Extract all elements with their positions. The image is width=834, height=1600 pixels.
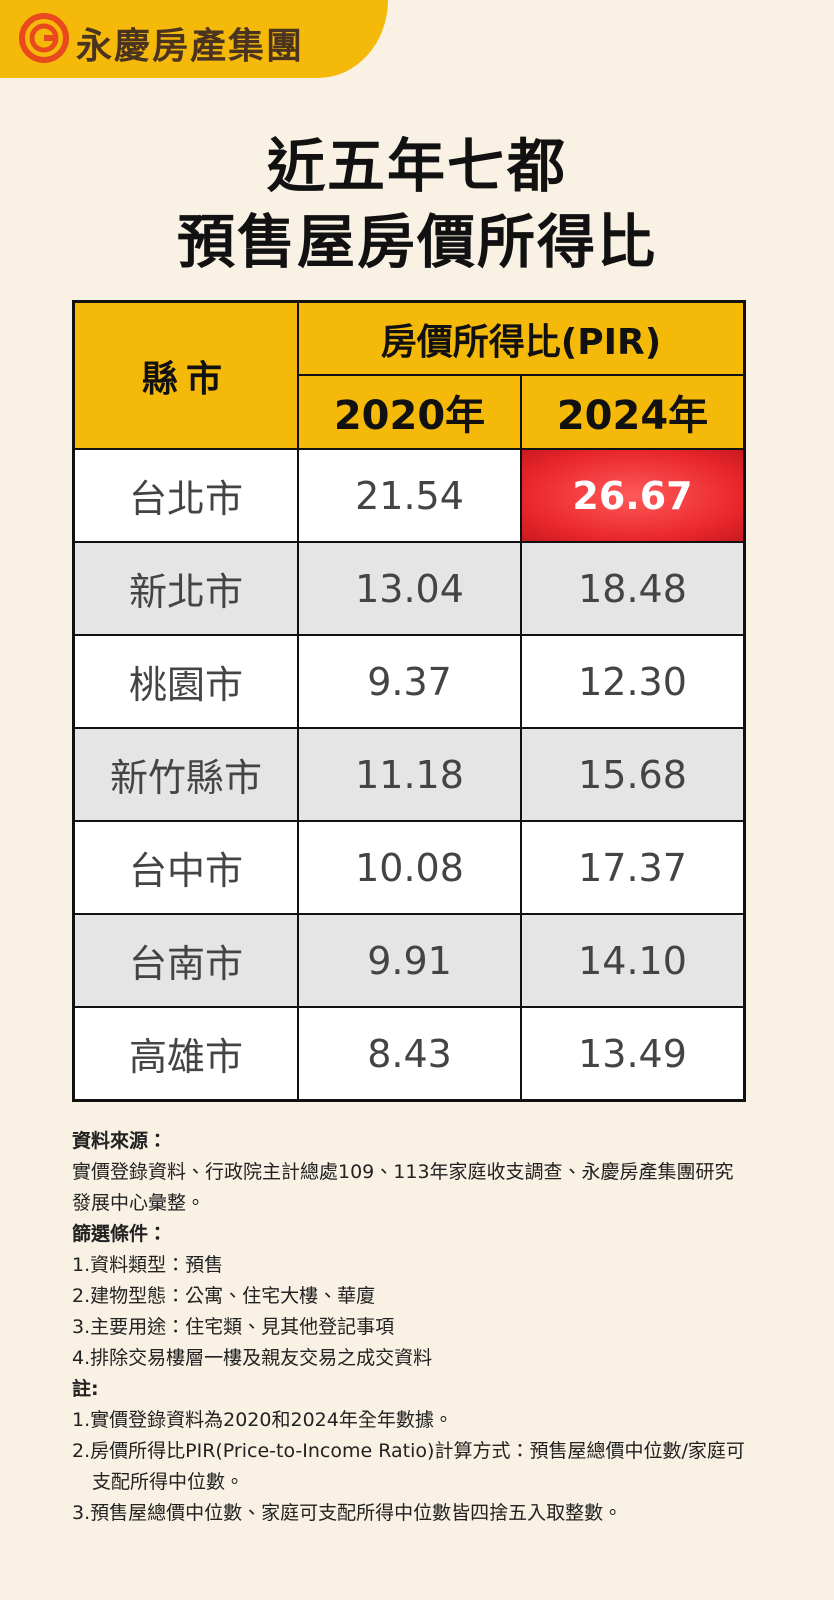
year-header: 2024年 (520, 374, 746, 450)
source-label: 資料來源： (72, 1130, 168, 1152)
header-row: 縣市 房價所得比(PIR) (72, 300, 746, 450)
filter-item: 3.主要用途：住宅類、見其他登記事項 (72, 1316, 395, 1338)
header-row: 2020年 2024年 (74, 374, 746, 450)
filter-item: 2.建物型態：公寓、住宅大樓、華廈 (72, 1285, 376, 1307)
pir-table: 縣市 房價所得比(PIR) 2020年 2024年 台北市 21.54 26.67 新北市 13… (72, 300, 746, 1102)
filter-item: 4.排除交易樓層一樓及親友交易之成交資料 (72, 1347, 433, 1369)
note-label: 註: (72, 1378, 99, 1400)
value-cell: 9.91 (297, 913, 522, 1008)
table-row: 新竹縣市 11.18 15.68 (72, 727, 746, 822)
brand-logo (19, 13, 69, 63)
note-item: 3.預售屋總價中位數、家庭可支配所得中位數皆四捨五入取整數。 (72, 1502, 623, 1524)
value-cell: 9.37 (297, 634, 522, 729)
value-cell: 15.68 (520, 727, 746, 822)
group-header: 房價所得比(PIR) (297, 300, 746, 376)
title-line: 預售屋房價所得比 (176, 208, 657, 276)
value-cell: 21.54 (297, 448, 522, 543)
value-cell: 13.04 (297, 541, 522, 636)
filter-label: 篩選條件： (72, 1223, 168, 1245)
note-item: 1.實價登錄資料為2020和2024年全年數據。 (72, 1409, 453, 1431)
notes: 資料來源： 實價登錄資料、行政院主計總處109、113年家庭收支調查、永慶房產集團… (72, 1126, 752, 1529)
city-cell: 台中市 (72, 820, 299, 915)
value-cell: 13.49 (520, 1006, 746, 1102)
value-cell: 11.18 (297, 727, 522, 822)
city-cell: 桃園市 (72, 634, 299, 729)
table-body: 縣市 房價所得比(PIR) 2020年 2024年 台北市 21.54 26.67 新北市 13… (72, 300, 746, 1102)
city-cell: 高雄市 (72, 1006, 299, 1102)
corner-header: 縣市 (72, 300, 299, 450)
value-cell: 8.43 (297, 1006, 522, 1102)
filter-item: 1.資料類型：預售 (72, 1254, 224, 1276)
title-line: 近五年七都 (266, 132, 567, 200)
city-cell: 新北市 (72, 541, 299, 636)
value-cell: 26.67 (520, 448, 746, 543)
value-cell: 12.30 (520, 634, 746, 729)
value-cell: 14.10 (520, 913, 746, 1008)
title: 近五年七都預售屋房價所得比 (0, 128, 834, 280)
city-cell: 新竹縣市 (72, 727, 299, 822)
table-row: 台北市 21.54 26.67 (72, 448, 746, 543)
note-item: 2.房價所得比PIR(Price-to-Income Ratio)計算方式：預售… (72, 1440, 745, 1493)
year-header: 2020年 (297, 374, 522, 450)
source-text: 實價登錄資料、行政院主計總處109、113年家庭收支調查、永慶房產集團研究發展中… (72, 1161, 734, 1214)
brand-name: 永慶房產集團 (76, 26, 305, 67)
value-cell: 18.48 (520, 541, 746, 636)
brand-bar: 永慶房產集團 (0, 0, 388, 78)
table-row: 桃園市 9.37 12.30 (72, 634, 746, 729)
value-cell: 10.08 (297, 820, 522, 915)
table-row: 台南市 9.91 14.10 (72, 913, 746, 1008)
city-cell: 台南市 (72, 913, 299, 1008)
table-row: 新北市 13.04 18.48 (72, 541, 746, 636)
table-row: 台中市 10.08 17.37 (72, 820, 746, 915)
value-cell: 17.37 (520, 820, 746, 915)
table-row: 高雄市 8.43 13.49 (72, 1006, 746, 1102)
city-cell: 台北市 (72, 448, 299, 543)
